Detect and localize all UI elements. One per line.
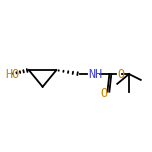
Text: O: O <box>100 87 107 100</box>
Text: O: O <box>117 67 124 81</box>
Text: HO: HO <box>5 67 20 81</box>
Text: NH: NH <box>88 67 102 81</box>
